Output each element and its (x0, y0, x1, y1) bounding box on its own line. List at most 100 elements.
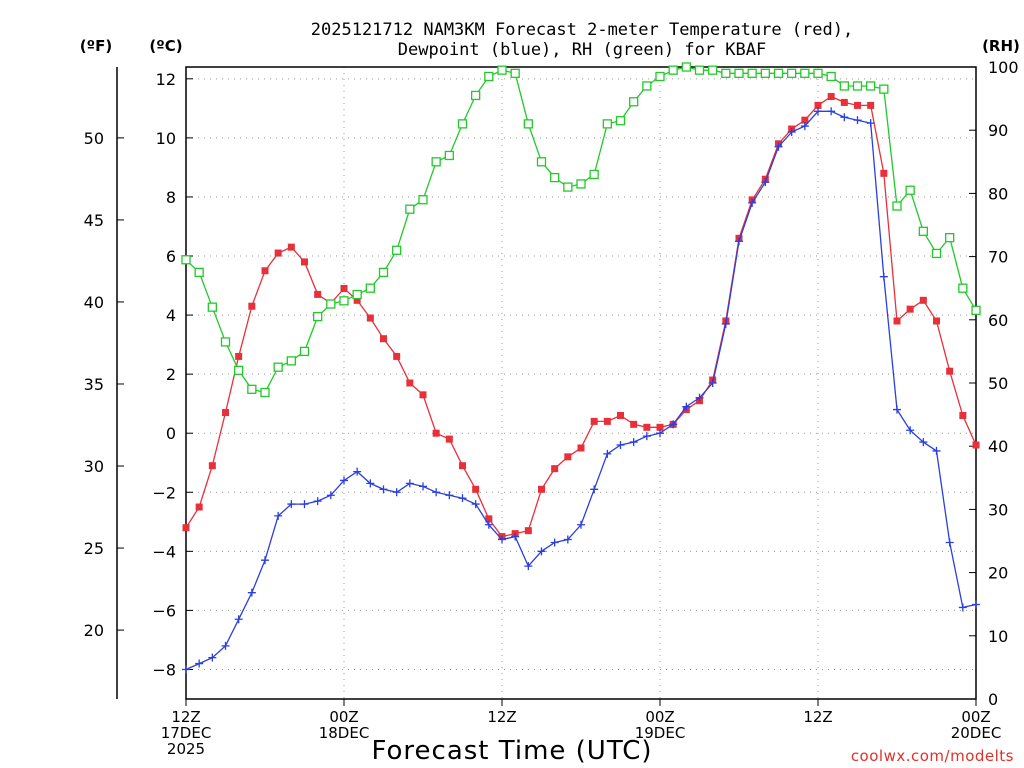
2-meter-temperature-point (222, 409, 229, 417)
rh-tick-label: 0 (988, 690, 998, 709)
rh-point (734, 68, 744, 78)
celsius-tick-label: 12 (156, 70, 176, 89)
dewpoint-point (221, 641, 230, 650)
dewpoint-point (906, 426, 915, 435)
dewpoint-point (629, 438, 638, 447)
2-meter-temperature-point (472, 485, 480, 493)
2-meter-temperature-point (972, 441, 980, 449)
2-meter-temperature-point (287, 243, 295, 251)
rh-point (787, 68, 797, 78)
2-meter-temperature-point (182, 524, 190, 532)
dewpoint-point (405, 479, 414, 488)
dewpoint-point (708, 379, 717, 387)
rh-point (589, 169, 599, 180)
2-meter-temperature-point (248, 302, 256, 310)
celsius-tick-label: 6 (166, 247, 176, 266)
rh-point (945, 232, 955, 243)
2-meter-temperature-point (867, 101, 875, 109)
dewpoint-point (893, 405, 901, 414)
2-meter-temperature-point (854, 101, 861, 109)
2-meter-temperature-point (564, 453, 572, 461)
dewpoint-point (787, 127, 796, 136)
dewpoint-point (537, 547, 546, 556)
2-meter-temperature-point (208, 462, 216, 470)
2-meter-temperature-point (538, 485, 545, 493)
rh-point (471, 90, 481, 101)
dewpoint-point (208, 653, 217, 662)
2-meter-temperature-point (906, 305, 914, 313)
dewpoint-point (340, 476, 348, 485)
2-meter-temperature-point (551, 465, 559, 473)
rh-point (655, 71, 665, 82)
rh-point (708, 65, 718, 75)
fahrenheit-tick-label: 25 (84, 539, 104, 558)
dewpoint-point (866, 119, 875, 128)
rh-point (747, 68, 757, 78)
rh-point (931, 248, 942, 259)
dewpoint-point (748, 198, 757, 207)
dewpoint-point (590, 485, 599, 494)
celsius-tick-label: −8 (152, 660, 176, 679)
2-meter-temperature-point (946, 367, 954, 375)
rh-point (918, 226, 928, 236)
celsius-tick-label: 4 (166, 306, 176, 325)
dewpoint-point (919, 438, 928, 447)
rh-point (510, 68, 520, 78)
dewpoint-line (185, 110, 977, 671)
fahrenheit-tick-label: 30 (84, 457, 104, 476)
2-meter-temperature-point (459, 462, 466, 470)
rh-series (181, 62, 981, 398)
fahrenheit-tick-label: 20 (84, 621, 104, 640)
axis-ticks: 121086420−2−4−6−810090807060504030201005… (84, 58, 1019, 758)
2-meter-temperature-point (814, 101, 822, 109)
dewpoint-point (274, 511, 283, 520)
2-meter-temperature-point (366, 314, 374, 322)
rh-point (392, 245, 402, 255)
dewpoint-point (326, 491, 335, 500)
rh-point (523, 119, 533, 129)
x-tick-label: 12Z (803, 708, 832, 726)
rh-point (484, 71, 494, 82)
dewpoint-point (458, 494, 467, 503)
rh-tick-label: 30 (988, 500, 1008, 519)
2-meter-temperature-point (827, 93, 835, 101)
2-meter-temperature-point (235, 352, 243, 360)
dewpoint-point (853, 116, 862, 125)
dewpoint-point (774, 142, 783, 151)
rh-tick-label: 60 (988, 311, 1008, 330)
rh-point (879, 84, 889, 94)
dewpoint-point (498, 535, 506, 544)
plot-frame (185, 66, 977, 700)
dewpoint-point (616, 441, 625, 450)
2-meter-temperature-point (959, 411, 967, 419)
dewpoint-point (366, 479, 375, 488)
dewpoint-point (721, 319, 730, 328)
rh-tick-label: 100 (988, 58, 1019, 77)
rh-point (602, 119, 612, 129)
rh-point (550, 172, 560, 183)
x-tick-label: 19DEC (635, 724, 686, 742)
celsius-tick-label: 8 (166, 188, 176, 207)
dewpoint-point (379, 485, 388, 494)
dewpoint-point (958, 603, 967, 612)
rh-point (852, 81, 863, 91)
rh-point (286, 356, 296, 366)
rh-point (313, 311, 323, 322)
2-meter-temperature-point (603, 417, 611, 425)
x-tick-label: 2025 (167, 740, 205, 758)
rh-point (958, 283, 968, 293)
rh-point (629, 97, 639, 107)
dewpoint-point (656, 429, 664, 438)
rh-point (971, 305, 981, 315)
rh-point (431, 157, 441, 167)
rh-unit-label: (RH) (982, 37, 1020, 55)
fahrenheit-unit-label: (ºF) (80, 37, 112, 55)
2-meter-temperature-point (880, 169, 888, 177)
dewpoint-point (761, 178, 770, 187)
x-tick-label: 12Z (487, 708, 516, 726)
rh-point (405, 204, 415, 214)
rh-point (536, 157, 547, 167)
rh-line (185, 66, 977, 394)
rh-tick-label: 70 (988, 248, 1008, 267)
dewpoint-point (484, 520, 493, 529)
